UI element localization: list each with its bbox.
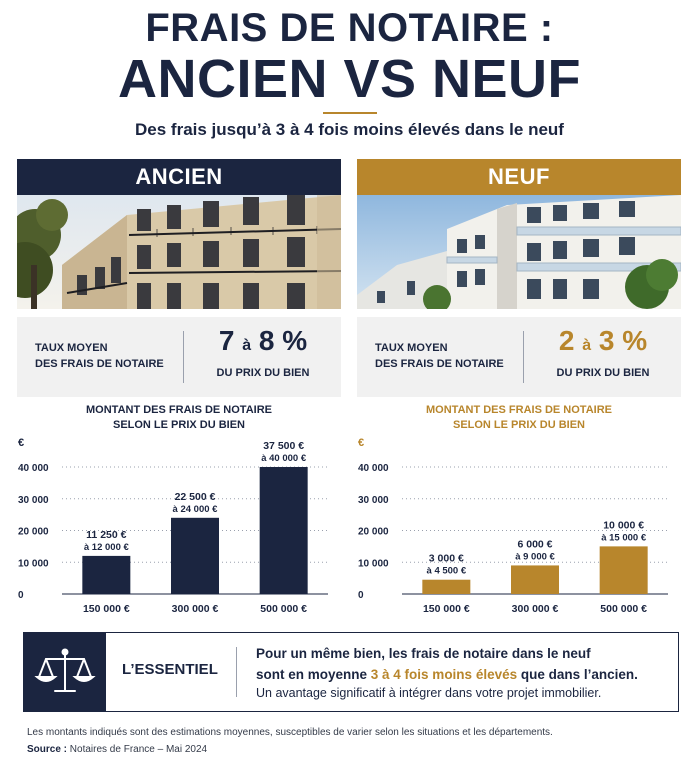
bar	[511, 565, 559, 594]
bar	[599, 546, 648, 594]
haussmann-building-photo	[17, 195, 341, 309]
rate-from: 2	[558, 325, 575, 356]
chart-title-ancien: MONTANT DES FRAIS DE NOTAIRE SELON LE PR…	[17, 403, 341, 433]
bar	[259, 467, 308, 594]
source-value: Notaires de France – Mai 2024	[67, 744, 208, 755]
modern-building-photo	[357, 195, 681, 309]
title-line-2: ANCIEN VS NEUF	[117, 49, 582, 109]
x-category-label: 500 000 €	[600, 603, 647, 615]
panel-ancien: ANCIEN	[17, 159, 341, 397]
panel-neuf-heading: NEUF	[357, 159, 681, 195]
y-axis-unit-label: €	[358, 437, 364, 449]
x-category-label: 500 000 €	[260, 603, 307, 615]
chart-title-neuf: MONTANT DES FRAIS DE NOTAIRE SELON LE PR…	[357, 403, 681, 433]
y-tick-label: 10 000	[358, 558, 389, 569]
bar-value-sublabel: à 9 000 €	[515, 551, 555, 562]
chart-title-line-2: SELON LE PRIX DU BIEN	[452, 419, 586, 431]
y-tick-label: 20 000	[18, 527, 49, 538]
rate-note-neuf: DU PRIX DU BIEN	[556, 367, 650, 379]
bar-value-label: 6 000 €	[517, 538, 552, 550]
bar-value-label: 3 000 €	[429, 553, 464, 565]
essentiel-line-2-start: sont en moyenne	[256, 667, 371, 682]
panel-ancien-heading: ANCIEN	[17, 159, 341, 195]
y-tick-label: 30 000	[358, 495, 389, 506]
chart-title-line-1: MONTANT DES FRAIS DE NOTAIRE	[426, 404, 612, 416]
bar-value-label: 10 000 €	[603, 519, 644, 531]
bar-value-sublabel: à 15 000 €	[601, 532, 647, 543]
rate-label-neuf: TAUX MOYEN DES FRAIS DE NOTAIRE	[375, 340, 535, 372]
essentiel-box: L’ESSENTIEL Pour un même bien, les frais…	[23, 632, 679, 712]
rate-label-ancien: TAUX MOYEN DES FRAIS DE NOTAIRE	[35, 340, 195, 372]
subtitle: Des frais jusqu’à 3 à 4 fois moins élevé…	[135, 120, 564, 139]
bar	[422, 579, 471, 594]
title-line-1: FRAIS DE NOTAIRE :	[145, 6, 554, 50]
bar	[82, 555, 131, 594]
y-tick-label: 40 000	[18, 463, 49, 474]
chart-title-line-1: MONTANT DES FRAIS DE NOTAIRE	[86, 404, 272, 416]
essentiel-divider	[236, 647, 237, 697]
rate-to: 3 %	[598, 325, 648, 356]
rate-box-neuf: TAUX MOYEN DES FRAIS DE NOTAIRE 2 à 3 % …	[357, 317, 681, 397]
essentiel-line-3: Un avantage significatif à intégrer dans…	[256, 686, 602, 700]
rate-divider	[183, 331, 184, 383]
rate-label-line-2: DES FRAIS DE NOTAIRE	[35, 358, 164, 370]
x-category-label: 150 000 €	[423, 603, 470, 615]
rate-connector: à	[582, 337, 592, 354]
essentiel-line-2-end: que dans l’ancien.	[517, 667, 638, 682]
source-line: Source : Notaires de France – Mai 2024	[27, 744, 207, 755]
y-tick-label: 10 000	[18, 558, 49, 569]
rate-label-line-1: TAUX MOYEN	[375, 342, 448, 354]
rate-to: 8 %	[258, 325, 308, 356]
rate-divider	[523, 331, 524, 383]
bar-value-sublabel: à 40 000 €	[261, 453, 307, 464]
rate-connector: à	[242, 337, 252, 354]
x-category-label: 300 000 €	[172, 603, 219, 615]
rate-label-line-2: DES FRAIS DE NOTAIRE	[375, 358, 504, 370]
x-category-label: 300 000 €	[512, 603, 559, 615]
essentiel-label: L’ESSENTIEL	[122, 661, 218, 678]
rate-label-line-1: TAUX MOYEN	[35, 342, 108, 354]
bar-chart-ancien: €0 10 000 20 000 30 000 40 000 11 250 €à 12 0…	[18, 437, 328, 615]
essentiel-line-1: Pour un même bien, les frais de notaire …	[256, 646, 591, 661]
y-tick-label: 40 000	[358, 463, 389, 474]
panel-neuf: NEUF	[357, 159, 681, 397]
bar-value-sublabel: à 24 000 €	[173, 504, 219, 515]
scales-icon	[24, 633, 106, 711]
footnote: Les montants indiqués sont des estimatio…	[27, 727, 553, 738]
bar-value-label: 37 500 €	[263, 440, 304, 452]
bar-value-sublabel: à 12 000 €	[84, 542, 130, 553]
source-label: Source :	[27, 744, 68, 755]
rate-value-ancien: 7 à 8 %	[185, 325, 341, 357]
bar-value-label: 11 250 €	[86, 529, 126, 541]
essentiel-highlight: 3 à 4 fois moins élevés	[370, 667, 518, 682]
x-category-label: 150 000 €	[83, 603, 130, 615]
essentiel-line-2: sont en moyenne 3 à 4 fois moins élevés …	[256, 664, 676, 685]
y-axis-unit-label: €	[18, 437, 24, 449]
rate-value-neuf: 2 à 3 %	[525, 325, 681, 357]
bar-value-sublabel: à 4 500 €	[427, 566, 467, 577]
rate-note-ancien: DU PRIX DU BIEN	[216, 367, 310, 379]
y-tick-label: 20 000	[358, 527, 389, 538]
rate-from: 7	[218, 325, 235, 356]
essentiel-text: Pour un même bien, les frais de notaire …	[256, 643, 676, 685]
y-tick-label: 30 000	[18, 495, 49, 506]
bar-value-label: 22 500 €	[175, 491, 216, 503]
rate-box-ancien: TAUX MOYEN DES FRAIS DE NOTAIRE 7 à 8 % …	[17, 317, 341, 397]
y-tick-label: 0	[358, 590, 364, 601]
y-tick-label: 0	[18, 590, 24, 601]
title-divider	[323, 112, 377, 114]
bar	[171, 517, 219, 594]
bar-chart-neuf: €0 10 000 20 000 30 000 40 000 3 000 €à 4 500…	[358, 437, 668, 615]
chart-title-line-2: SELON LE PRIX DU BIEN	[112, 419, 246, 431]
